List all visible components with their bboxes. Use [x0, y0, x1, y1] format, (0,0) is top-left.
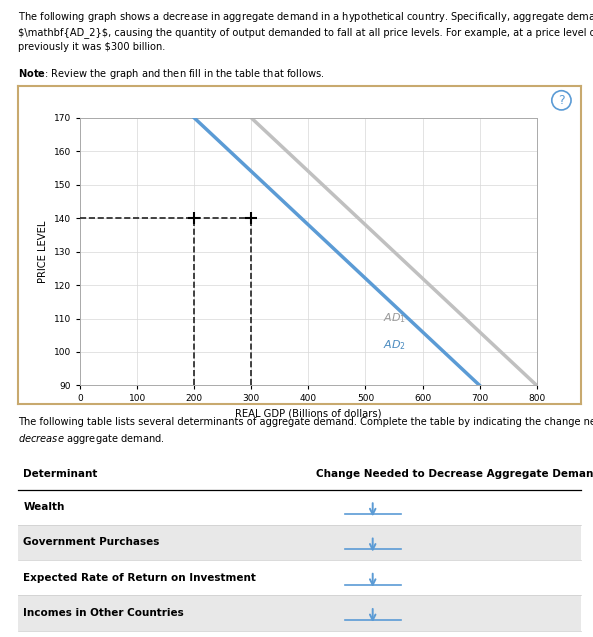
Text: $AD_1$: $AD_1$	[382, 311, 406, 326]
Text: The following table lists several determinants of aggregate demand. Complete the: The following table lists several determ…	[18, 417, 593, 446]
Text: Change Needed to Decrease Aggregate Demand: Change Needed to Decrease Aggregate Dema…	[317, 469, 593, 479]
Y-axis label: PRICE LEVEL: PRICE LEVEL	[38, 220, 48, 283]
Text: Incomes in Other Countries: Incomes in Other Countries	[24, 608, 184, 618]
Text: $AD_2$: $AD_2$	[382, 338, 406, 352]
Bar	[18, 596, 581, 631]
Text: Government Purchases: Government Purchases	[24, 538, 160, 547]
Text: The following graph shows a decrease in aggregate demand in a hypothetical count: The following graph shows a decrease in …	[18, 10, 593, 52]
X-axis label: REAL GDP (Billions of dollars): REAL GDP (Billions of dollars)	[235, 409, 382, 419]
Text: Determinant: Determinant	[24, 469, 98, 479]
Bar	[18, 525, 581, 560]
Bar	[18, 490, 581, 525]
Bar	[18, 560, 581, 596]
Text: $\mathbf{Note}$: Review the graph and then fill in the table that follows.: $\mathbf{Note}$: Review the graph and th…	[18, 67, 324, 81]
Text: Expected Rate of Return on Investment: Expected Rate of Return on Investment	[24, 573, 256, 583]
Text: Wealth: Wealth	[24, 502, 65, 512]
Text: ?: ?	[558, 94, 565, 107]
